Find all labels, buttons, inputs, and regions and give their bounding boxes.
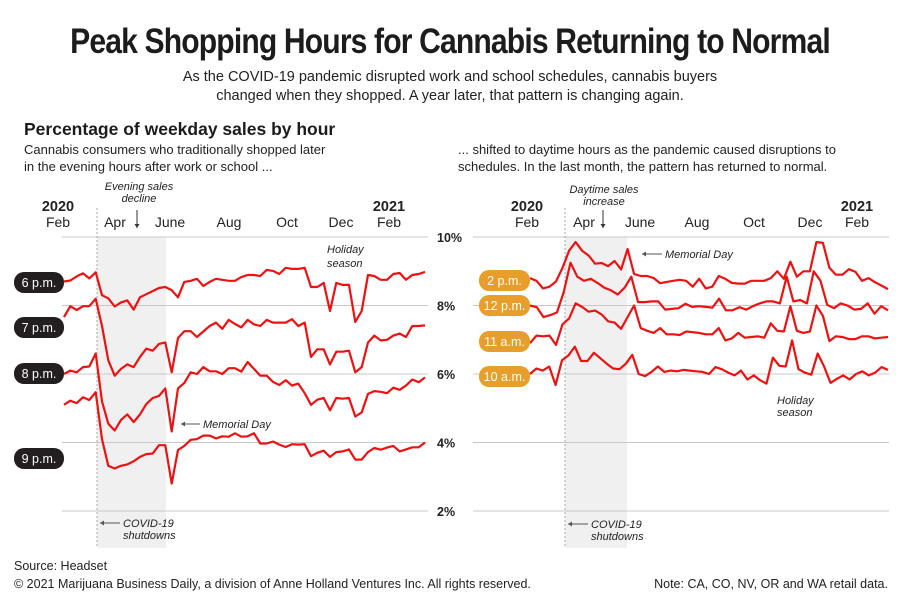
annotation-memorial-day: Memorial Day	[203, 419, 272, 431]
subtitle-line-2: changed when they shopped. A year later,…	[216, 88, 684, 104]
annotation-arrowhead	[134, 224, 140, 228]
x-tick-month: Feb	[46, 214, 70, 230]
annotation-arrowhead	[568, 521, 572, 527]
annotation-covid-shutdowns: COVID-19	[591, 519, 642, 531]
series-line-11-a-m	[529, 302, 889, 346]
section-title: Percentage of weekday sales by hour	[24, 119, 336, 139]
series-badge-label: 6 p.m.	[22, 276, 57, 290]
annotation-evening-decline: decline	[122, 193, 157, 205]
series-badge	[479, 295, 530, 316]
annotation-daytime-increase: Daytime sales	[569, 184, 639, 196]
series-badge-label: 9 p.m.	[22, 452, 57, 466]
chart-subtitle: As the COVID-19 pandemic disrupted work …	[0, 68, 900, 106]
x-tick-month: Dec	[798, 214, 823, 230]
x-tick-month: Dec	[329, 214, 354, 230]
chart-title: Peak Shopping Hours for Cannabis Returni…	[70, 22, 831, 61]
x-tick-month: Apr	[104, 214, 126, 230]
y-tick-label: 8%	[437, 300, 455, 314]
annotation-daytime-increase: increase	[583, 196, 625, 208]
right-desc-line-1: ... shifted to daytime hours as the pand…	[458, 142, 836, 157]
annotation-covid-shutdowns: shutdowns	[123, 530, 176, 542]
annotation-arrowhead	[642, 251, 646, 257]
annotation-arrowhead	[181, 421, 185, 427]
series-badge	[479, 331, 530, 352]
series-badge	[14, 448, 64, 469]
annotation-covid-shutdowns: COVID-19	[123, 518, 174, 530]
y-tick-label: 10%	[437, 231, 462, 245]
right-chart-description: ... shifted to daytime hours as the pand…	[458, 141, 836, 175]
x-tick-year: 2021	[841, 199, 873, 215]
data-note: Note: CA, CO, NV, OR and WA retail data.	[654, 577, 888, 591]
series-badge	[14, 272, 64, 293]
series-line-2-p-m	[529, 241, 889, 291]
copyright-note: © 2021 Marijuana Business Daily, a divis…	[14, 577, 531, 591]
x-tick-month: Feb	[845, 214, 869, 230]
series-badge-label: 11 a.m.	[484, 335, 525, 349]
x-tick-year: 2020	[511, 199, 543, 215]
series-badge-label: 10 a.m.	[484, 370, 526, 384]
series-badge	[479, 270, 530, 291]
annotation-holiday-season: Holiday	[777, 395, 815, 407]
x-tick-month: June	[625, 214, 656, 230]
annotation-holiday-season: Holiday	[327, 244, 365, 256]
x-tick-year: 2021	[373, 199, 405, 215]
series-badge	[479, 366, 530, 387]
annotation-evening-decline: Evening sales	[105, 181, 174, 193]
y-tick-label: 2%	[437, 505, 455, 519]
left-desc-line-2: in the evening hours after work or schoo…	[24, 159, 273, 174]
x-tick-month: June	[155, 214, 186, 230]
series-badge-label: 12 p.m.	[484, 299, 526, 313]
shutdown-shaded-period	[97, 237, 166, 548]
x-tick-month: Feb	[377, 214, 401, 230]
series-badge-label: 7 p.m.	[22, 321, 57, 335]
series-badge-label: 2 p.m.	[487, 274, 522, 288]
series-badge	[14, 317, 64, 338]
series-badge-label: 8 p.m.	[22, 367, 57, 381]
y-tick-label: 4%	[437, 437, 455, 451]
series-line-12-p-m	[529, 261, 889, 319]
series-line-10-a-m	[529, 339, 889, 387]
series-line-6-p-m	[63, 266, 426, 323]
shutdown-shaded-period	[565, 237, 627, 548]
series-line-9-p-m	[63, 391, 426, 485]
x-tick-year: 2020	[42, 199, 74, 215]
subtitle-line-1: As the COVID-19 pandemic disrupted work …	[182, 69, 718, 85]
annotation-arrowhead	[100, 520, 104, 526]
x-tick-month: Apr	[573, 214, 595, 230]
source-note: Source: Headset	[14, 559, 108, 573]
y-tick-label: 6%	[437, 368, 455, 382]
left-chart-description: Cannabis consumers who traditionally sho…	[24, 141, 325, 175]
left-desc-line-1: Cannabis consumers who traditionally sho…	[24, 142, 326, 157]
right-desc-line-2: schedules. In the last month, the patter…	[458, 159, 828, 174]
x-tick-month: Oct	[276, 214, 298, 230]
annotation-memorial-day: Memorial Day	[665, 249, 734, 261]
series-line-8-p-m	[63, 352, 426, 433]
x-tick-month: Feb	[515, 214, 539, 230]
annotation-covid-shutdowns: shutdowns	[591, 531, 644, 543]
x-tick-month: Oct	[743, 214, 765, 230]
x-tick-month: Aug	[217, 214, 242, 230]
annotation-holiday-season: season	[777, 407, 812, 419]
annotation-holiday-season: season	[327, 258, 362, 270]
x-tick-month: Aug	[685, 214, 710, 230]
series-line-7-p-m	[63, 297, 426, 377]
annotation-arrowhead	[600, 224, 606, 228]
series-badge	[14, 363, 64, 384]
